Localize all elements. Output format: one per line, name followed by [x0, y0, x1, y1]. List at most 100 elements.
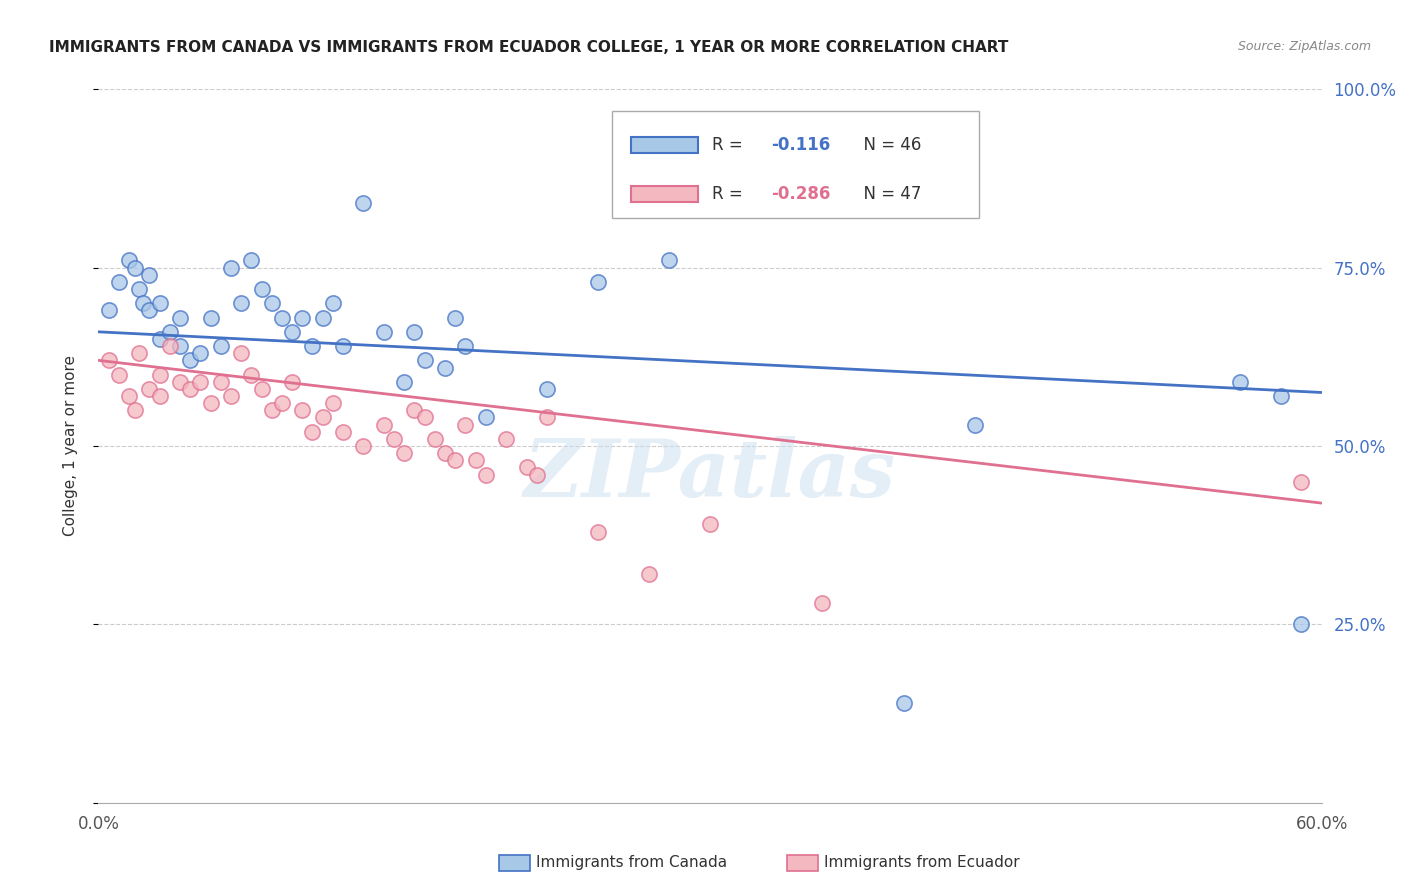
Point	[118, 253, 141, 268]
Point	[312, 310, 335, 325]
Point	[413, 410, 436, 425]
Point	[301, 339, 323, 353]
Point	[149, 296, 172, 310]
Point	[658, 253, 681, 268]
Point	[281, 375, 304, 389]
FancyBboxPatch shape	[612, 111, 979, 218]
Point	[250, 382, 273, 396]
Point	[413, 353, 436, 368]
Point	[322, 396, 344, 410]
Point	[219, 389, 242, 403]
Point	[188, 375, 212, 389]
Point	[893, 696, 915, 710]
Point	[260, 296, 283, 310]
Point	[1291, 475, 1313, 489]
Point	[250, 282, 273, 296]
Point	[118, 389, 141, 403]
FancyBboxPatch shape	[630, 186, 697, 202]
Point	[536, 410, 558, 425]
Point	[149, 332, 172, 346]
Point	[373, 325, 395, 339]
Point	[332, 425, 354, 439]
Point	[138, 303, 160, 318]
Point	[1270, 389, 1292, 403]
Text: IMMIGRANTS FROM CANADA VS IMMIGRANTS FROM ECUADOR COLLEGE, 1 YEAR OR MORE CORREL: IMMIGRANTS FROM CANADA VS IMMIGRANTS FRO…	[49, 40, 1008, 55]
Point	[270, 396, 294, 410]
Point	[1229, 375, 1251, 389]
Point	[138, 382, 160, 396]
Text: Source: ZipAtlas.com: Source: ZipAtlas.com	[1237, 40, 1371, 54]
Point	[240, 368, 263, 382]
Point	[464, 453, 486, 467]
Text: -0.286: -0.286	[772, 186, 831, 203]
Point	[149, 389, 172, 403]
FancyBboxPatch shape	[630, 137, 697, 153]
Point	[240, 253, 263, 268]
Point	[179, 353, 201, 368]
Point	[108, 275, 131, 289]
Point	[188, 346, 212, 360]
Point	[128, 346, 150, 360]
Point	[474, 467, 498, 482]
Point	[270, 310, 294, 325]
Point	[124, 403, 146, 417]
Point	[281, 325, 304, 339]
Point	[454, 339, 477, 353]
Y-axis label: College, 1 year or more: College, 1 year or more	[63, 356, 77, 536]
Point	[474, 410, 498, 425]
Text: R =: R =	[713, 136, 748, 153]
Point	[811, 596, 834, 610]
Point	[404, 403, 426, 417]
Point	[159, 339, 181, 353]
Point	[423, 432, 446, 446]
Point	[312, 410, 335, 425]
Point	[699, 517, 721, 532]
Point	[301, 425, 323, 439]
Point	[128, 282, 150, 296]
Point	[352, 196, 374, 211]
Text: Immigrants from Ecuador: Immigrants from Ecuador	[824, 855, 1019, 870]
Point	[526, 467, 548, 482]
Point	[200, 310, 222, 325]
Point	[495, 432, 517, 446]
Point	[382, 432, 405, 446]
Point	[159, 325, 181, 339]
Point	[291, 310, 314, 325]
Point	[169, 339, 191, 353]
Point	[373, 417, 395, 432]
Point	[291, 403, 314, 417]
Point	[200, 396, 222, 410]
Point	[322, 296, 344, 310]
Point	[454, 417, 477, 432]
Point	[97, 303, 120, 318]
Point	[586, 275, 609, 289]
Text: N = 46: N = 46	[853, 136, 921, 153]
Point	[444, 453, 467, 467]
Text: -0.116: -0.116	[772, 136, 831, 153]
Point	[231, 346, 253, 360]
Point	[108, 368, 131, 382]
Point	[586, 524, 609, 539]
Point	[132, 296, 155, 310]
Point	[124, 260, 146, 275]
Point	[219, 260, 242, 275]
Point	[332, 339, 354, 353]
Point	[209, 375, 232, 389]
Point	[392, 375, 416, 389]
Point	[149, 368, 172, 382]
Point	[260, 403, 283, 417]
Point	[352, 439, 374, 453]
Point	[444, 310, 467, 325]
Point	[209, 339, 232, 353]
Point	[138, 268, 160, 282]
Point	[231, 296, 253, 310]
Text: Immigrants from Canada: Immigrants from Canada	[536, 855, 727, 870]
Point	[638, 567, 661, 582]
Point	[434, 360, 457, 375]
Point	[179, 382, 201, 396]
Point	[536, 382, 558, 396]
Point	[516, 460, 538, 475]
Point	[169, 375, 191, 389]
Text: N = 47: N = 47	[853, 186, 921, 203]
Text: ZIPatlas: ZIPatlas	[524, 436, 896, 513]
